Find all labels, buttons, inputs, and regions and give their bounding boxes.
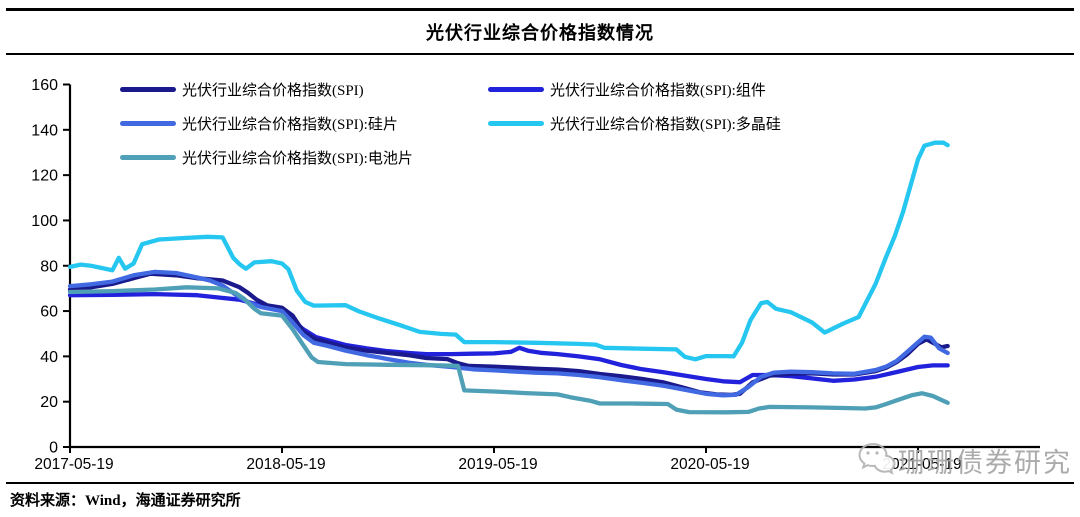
y-tick-label: 120 (31, 168, 58, 185)
y-tick-label: 0 (49, 440, 58, 457)
bottom-rule (6, 482, 1074, 484)
legend-item-2: 光伏行业综合价格指数(SPI):硅片 (120, 112, 488, 135)
legend-label: 光伏行业综合价格指数(SPI):组件 (550, 83, 766, 99)
legend-label: 光伏行业综合价格指数(SPI):电池片 (182, 151, 413, 167)
legend-label: 光伏行业综合价格指数(SPI):多晶硅 (550, 117, 781, 133)
legend-swatch (120, 155, 176, 160)
legend-item-4: 光伏行业综合价格指数(SPI):电池片 (120, 146, 488, 169)
chart-legend: 光伏行业综合价格指数(SPI) 光伏行业综合价格指数(SPI):组件 光伏行业综合价… (120, 78, 781, 169)
x-tick-label: 2017-05-19 (34, 456, 113, 473)
x-tick-label: 2020-05-19 (670, 456, 749, 473)
legend-swatch (120, 121, 176, 126)
y-tick-label: 20 (40, 394, 58, 411)
legend-swatch (120, 87, 176, 92)
y-tick-label: 100 (31, 213, 58, 230)
legend-label: 光伏行业综合价格指数(SPI) (182, 83, 364, 99)
source-note: 资料来源：Wind，海通证券研究所 (10, 493, 241, 509)
legend-label: 光伏行业综合价格指数(SPI):硅片 (182, 117, 398, 133)
legend-swatch (488, 121, 544, 126)
watermark-text: 珊珊债券研究 (898, 448, 1072, 478)
legend-swatch (488, 87, 544, 92)
x-tick-label: 2018-05-19 (246, 456, 325, 473)
legend-item-0: 光伏行业综合价格指数(SPI) (120, 78, 488, 101)
title-separator-rule (6, 53, 1074, 55)
x-tick-label: 2021-05-19 (882, 456, 961, 473)
y-tick-label: 160 (31, 77, 58, 94)
legend-item-3: 光伏行业综合价格指数(SPI):多晶硅 (488, 112, 781, 135)
watermark: 珊珊债券研究 (858, 441, 1072, 480)
y-tick-label: 40 (40, 349, 58, 366)
y-tick-label: 140 (31, 122, 58, 139)
top-rule (6, 8, 1074, 11)
series-line-4 (67, 285, 950, 415)
series-line-3 (67, 140, 950, 362)
x-tick-label: 2019-05-19 (458, 456, 537, 473)
y-tick-label: 80 (40, 258, 58, 275)
wechat-icon (858, 441, 896, 480)
chart-title: 光伏行业综合价格指数情况 (426, 23, 654, 43)
y-tick-label: 60 (40, 304, 58, 321)
legend-item-1: 光伏行业综合价格指数(SPI):组件 (488, 78, 781, 101)
